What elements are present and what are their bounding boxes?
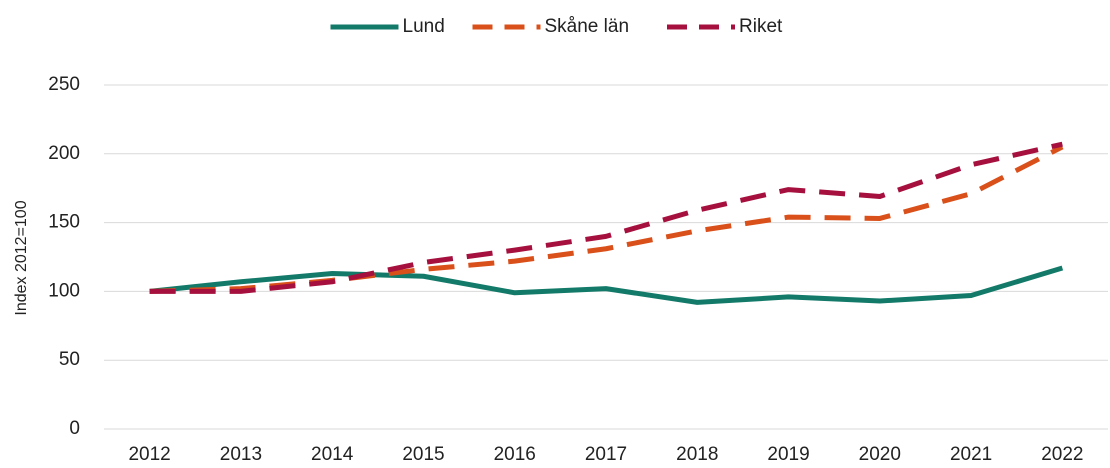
series-line [149, 141, 1063, 294]
y-tick-label: 250 [48, 74, 80, 95]
x-tick-label: 2018 [676, 444, 718, 465]
x-tick-label: 2013 [220, 444, 262, 465]
series-line [149, 144, 1064, 294]
legend-label: Riket [739, 16, 783, 37]
x-tick-label: 2021 [950, 444, 992, 465]
x-tick-label: 2017 [585, 444, 627, 465]
x-tick-label: 2015 [402, 444, 444, 465]
y-tick-label: 50 [59, 349, 80, 370]
legend-label: Lund [403, 16, 445, 37]
y-tick-label: 200 [48, 143, 80, 164]
series-line [149, 265, 1064, 305]
y-axis-label: Index 2012=100 [13, 200, 30, 315]
x-tick-label: 2022 [1041, 444, 1083, 465]
x-tick-label: 2012 [128, 444, 170, 465]
y-tick-label: 100 [48, 280, 80, 301]
legend-label: Skåne län [545, 16, 630, 37]
x-tick-label: 2020 [859, 444, 901, 465]
x-tick-label: 2016 [494, 444, 536, 465]
x-tick-label: 2019 [767, 444, 809, 465]
y-tick-label: 150 [48, 212, 80, 233]
y-tick-label: 0 [69, 418, 80, 439]
x-tick-label: 2014 [311, 444, 354, 465]
